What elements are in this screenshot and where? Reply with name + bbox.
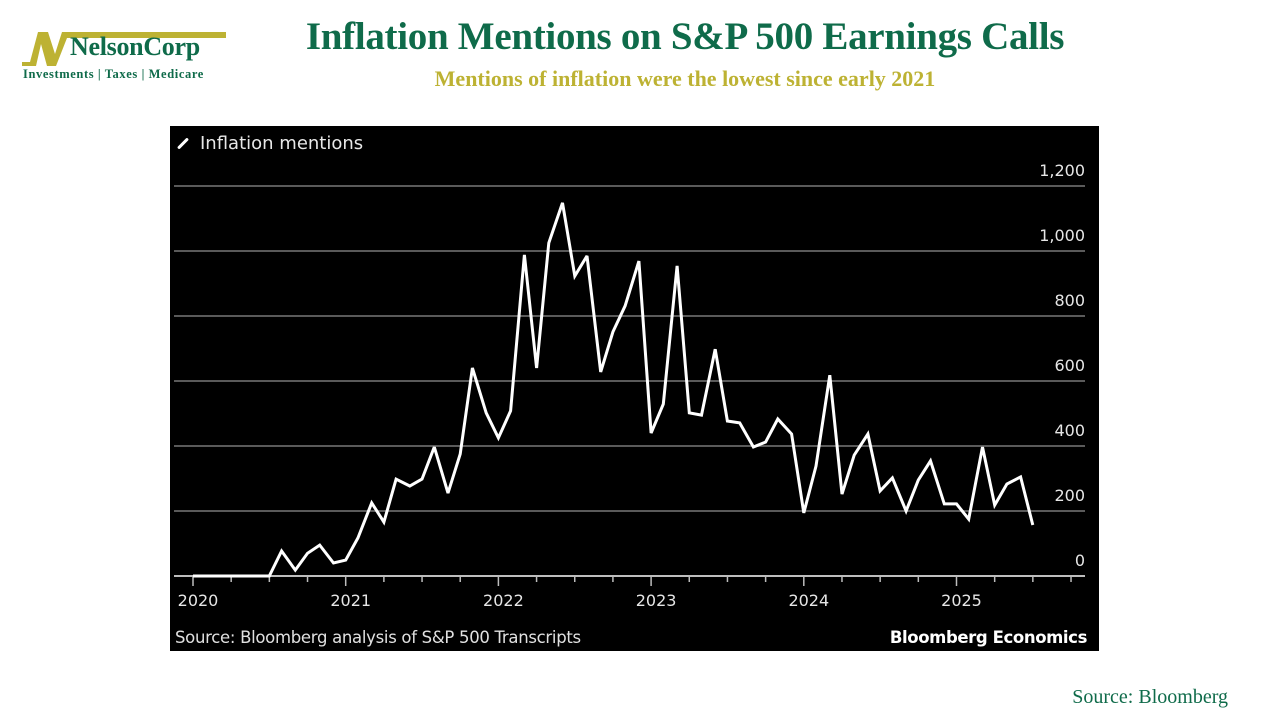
gridlines	[174, 185, 1085, 512]
logo-name: NelsonCorp	[70, 32, 200, 61]
company-logo: NelsonCorp Investments | Taxes | Medicar…	[20, 24, 230, 86]
y-tick-label: 0	[1075, 551, 1085, 570]
x-axis-labels: 2020 2021 2022 2023 2024 2025	[178, 591, 982, 610]
y-tick-label: 1,000	[1039, 226, 1085, 245]
chart-legend: Inflation mentions	[176, 133, 363, 154]
legend-label: Inflation mentions	[200, 133, 364, 154]
y-tick-label: 800	[1054, 291, 1085, 310]
logo-mark-icon	[22, 32, 226, 66]
x-tick-label: 2023	[636, 591, 677, 610]
page-subtitle: Mentions of inflation were the lowest si…	[434, 66, 936, 91]
line-chart: 0 200 400 600 800 1,000 1,200 2020 2021 2022 2023…	[174, 161, 1085, 610]
y-tick-label: 200	[1054, 486, 1085, 505]
x-tick-label: 2021	[330, 591, 371, 610]
line-icon	[176, 137, 190, 150]
x-tick-label: 2024	[788, 591, 829, 610]
x-tick-label: 2022	[483, 591, 524, 610]
x-axis	[174, 575, 1085, 586]
chart-brand-note: Bloomberg Economics	[889, 628, 1088, 647]
y-tick-label: 600	[1054, 356, 1085, 375]
x-tick-label: 2025	[941, 591, 982, 610]
series-layer	[192, 202, 1035, 578]
footer-source: Source: Bloomberg	[1072, 686, 1228, 708]
y-axis-labels: 0 200 400 600 800 1,000 1,200	[1039, 161, 1085, 570]
y-tick-label: 400	[1054, 421, 1085, 440]
y-tick-label: 1,200	[1039, 161, 1085, 180]
logo-tagline: Investments | Taxes | Medicare	[23, 67, 204, 81]
x-tick-label: 2020	[178, 591, 219, 610]
series-line	[193, 202, 1035, 578]
page-title: Inflation Mentions on S&P 500 Earnings C…	[305, 15, 1065, 58]
chart-panel: 0 200 400 600 800 1,000 1,200 2020 2021 2022 2023…	[170, 126, 1099, 651]
chart-source-note: Source: Bloomberg analysis of S&P 500 Tr…	[175, 628, 581, 647]
